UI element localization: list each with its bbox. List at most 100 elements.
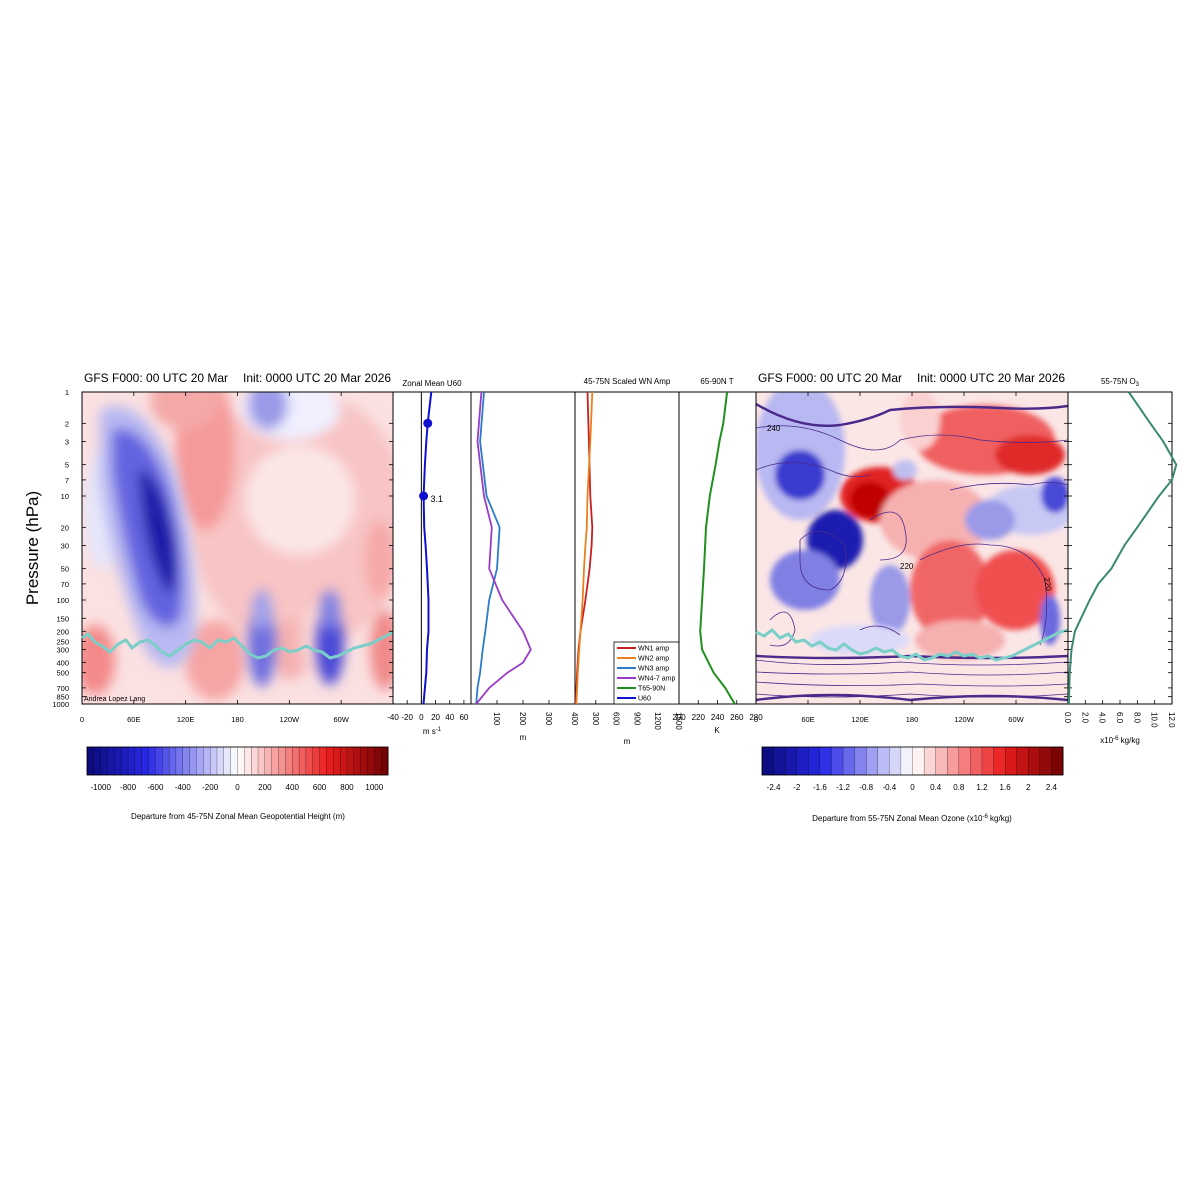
colorbar-tick-label: 2 xyxy=(1026,783,1031,792)
ozone-profile-tick-label: 6.0 xyxy=(1115,712,1124,724)
legend-entry: WN2 amp xyxy=(638,656,669,663)
colorbar-swatch xyxy=(773,746,786,776)
wave-left-tick-label: 400 xyxy=(570,712,579,726)
colorbar-swatch xyxy=(360,746,368,776)
wave-title: 45-75N Scaled WN Amp xyxy=(584,377,671,386)
colorbar-swatch xyxy=(935,746,948,776)
colorbar-swatch xyxy=(866,746,879,776)
colorbar-swatch xyxy=(353,746,362,776)
legend-entry: WN3 amp xyxy=(638,666,669,673)
u60-x-tick-label: 40 xyxy=(445,713,454,722)
pressure-tick-label: 250 xyxy=(56,637,69,646)
geopotential-panel: GFS F000: 00 UTC 20 Mar Init: 0000 UTC 2… xyxy=(52,371,394,724)
wave-right-tick-label: 1200 xyxy=(653,712,662,730)
wave-legend: WN1 amp WN2 amp WN3 amp WN4-7 amp T65-90N U60 xyxy=(613,641,680,705)
colorbar-swatch xyxy=(1004,746,1018,776)
colorbar-swatch xyxy=(100,746,108,776)
colorbar-swatch xyxy=(326,746,334,776)
u60-marker xyxy=(423,418,433,428)
colorbar-swatch xyxy=(808,746,821,776)
geopotential-title-right: Init: 0000 UTC 20 Mar 2026 xyxy=(243,371,391,385)
colorbar-swatch xyxy=(367,746,375,776)
pressure-tick-label: 500 xyxy=(56,669,69,678)
colorbar-swatch xyxy=(374,746,382,776)
colorbar-swatch xyxy=(305,746,314,776)
ozone-profile-unit: x10-6 kg/kg xyxy=(1100,736,1140,745)
ozone-colorbar: -2.4 -2 -1.6 -1.2 -0.8 -0.4 0 0.4 0.8 1.2 1.6 2 2.4 … xyxy=(761,746,1064,823)
longitude-tick-label: 120W xyxy=(954,715,975,724)
pressure-tick-label: 50 xyxy=(61,565,69,574)
ozone-contours xyxy=(756,425,1068,698)
colorbar-swatch xyxy=(854,746,867,776)
colorbar-swatch xyxy=(333,746,341,776)
colorbar-swatch xyxy=(285,746,293,776)
colorbar-tick-label: -1000 xyxy=(90,783,111,792)
pressure-tick-label: 20 xyxy=(61,523,69,532)
colorbar-tick-label: 1.6 xyxy=(1000,783,1012,792)
credit-text: Andrea Lopez Lang xyxy=(84,696,145,703)
colorbar-swatch xyxy=(831,746,844,776)
u60-unit: m s-1 xyxy=(423,727,442,736)
longitude-tick-label: 60E xyxy=(127,715,140,724)
colorbar-swatch xyxy=(1039,746,1052,776)
wave-right-tick-label: 1500 xyxy=(674,712,683,730)
pressure-tick-label: 200 xyxy=(56,627,69,636)
colorbar-frame xyxy=(761,746,1064,776)
temperature-line xyxy=(699,391,736,705)
colorbar-tick-label: -800 xyxy=(120,783,137,792)
colorbar-swatch xyxy=(923,746,937,776)
ozone-profile-plot: 0.0 2.0 4.0 6.0 8.0 10.0 12.0 xyxy=(1063,391,1178,728)
wave-plot: 100 200 300 400 300 600 900 1200 1500 xyxy=(475,391,683,730)
colorbar-swatch xyxy=(168,746,177,776)
colorbar-tick-label: -1.6 xyxy=(813,783,827,792)
colorbar-swatch xyxy=(148,746,156,776)
colorbar-swatch xyxy=(257,746,266,776)
colorbar-swatch xyxy=(981,746,994,776)
u60-x-tick-label: 0 xyxy=(419,713,424,722)
colorbar-tick-label: 800 xyxy=(340,783,354,792)
colorbar-swatch xyxy=(1016,746,1029,776)
pressure-tick-label: 70 xyxy=(61,580,69,589)
colorbar-swatch xyxy=(251,746,259,776)
colorbar-tick-label: 0.4 xyxy=(930,783,942,792)
u60-x-tick-label: 20 xyxy=(431,713,440,722)
wave-right-tick-label: 300 xyxy=(591,712,600,726)
colorbar-swatch xyxy=(889,746,902,776)
colorbar-tick-label: 400 xyxy=(286,783,300,792)
colorbar-swatch xyxy=(381,746,389,776)
colorbar-swatch xyxy=(339,746,348,776)
wave-unit-left: m xyxy=(520,733,527,742)
longitude-tick-label: 0 xyxy=(80,715,84,724)
pressure-tick-label: 850 xyxy=(56,693,69,702)
longitude-tick-label: 120E xyxy=(177,715,195,724)
pressure-tick-label: 3 xyxy=(65,438,69,447)
colorbar-swatch xyxy=(785,746,798,776)
ozone-colorbar-label: Departure from 55-75N Zonal Mean Ozone (… xyxy=(812,814,1012,823)
colorbar-swatch xyxy=(223,746,232,776)
colorbar-swatch xyxy=(134,746,143,776)
colorbar-swatch xyxy=(877,746,890,776)
temperature-title: 65-90N T xyxy=(700,377,733,386)
colorbar-swatch xyxy=(761,746,775,776)
pressure-tick-label: 300 xyxy=(56,646,69,655)
temperature-tick-label: 220 xyxy=(692,713,706,722)
u60-x-tick-label: 60 xyxy=(459,713,468,722)
ozone-profile-tick-label: 8.0 xyxy=(1132,712,1141,724)
wave-left-tick-label: 200 xyxy=(518,712,527,726)
temperature-frame xyxy=(678,391,757,705)
colorbar-swatch xyxy=(312,746,321,776)
colorbar-swatch xyxy=(121,746,129,776)
colorbar-swatch xyxy=(1051,746,1064,776)
longitude-tick-label: 60W xyxy=(333,715,349,724)
ozone-profile-tick-label: 0.0 xyxy=(1063,712,1072,724)
geopotential-title-left: GFS F000: 00 UTC 20 Mar xyxy=(84,371,228,385)
pressure-tick-label: 5 xyxy=(65,461,69,470)
ozone-tropopause xyxy=(755,628,1069,662)
u60-frame xyxy=(392,391,472,705)
colorbar-swatch xyxy=(182,746,191,776)
ozone-title-right: Init: 0000 UTC 20 Mar 2026 xyxy=(917,371,1065,385)
u60-line xyxy=(422,391,433,705)
colorbar-swatch xyxy=(796,746,809,776)
longitude-tick-label: 120W xyxy=(280,715,301,724)
colorbar-swatch xyxy=(819,746,832,776)
